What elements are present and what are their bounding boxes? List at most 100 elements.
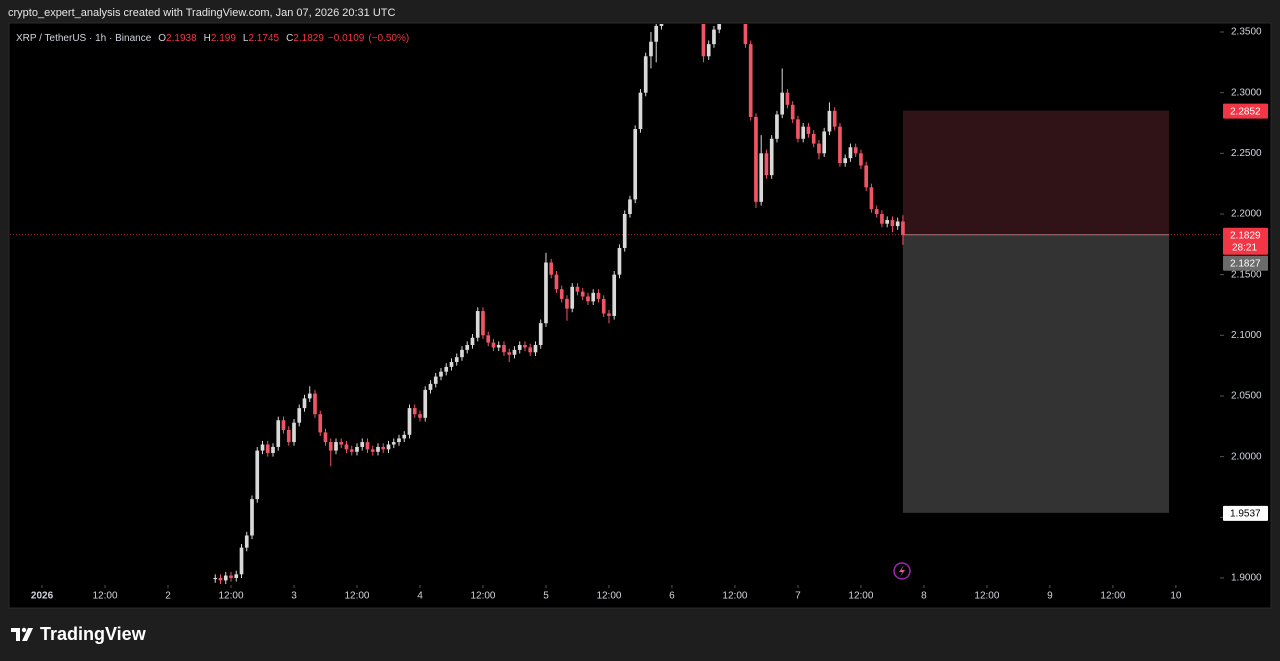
candle-body — [827, 110, 832, 132]
legend-key: L — [243, 33, 249, 44]
candle-body — [507, 352, 512, 355]
candle-body — [265, 444, 270, 453]
candle-body — [407, 408, 412, 435]
x-tick-label: 12:00 — [596, 591, 621, 602]
candle-body — [859, 153, 863, 166]
price-label: 2.2852 — [1230, 106, 1261, 117]
candle-body — [748, 44, 753, 117]
candle-body — [654, 25, 659, 42]
countdown: 28:21 — [1232, 242, 1257, 253]
candle-body — [439, 371, 443, 377]
x-tick-label: 12:00 — [92, 591, 117, 602]
candle-body — [292, 422, 296, 443]
candle-body — [838, 126, 842, 164]
candle-body — [622, 213, 627, 248]
candle-body — [775, 114, 779, 139]
candle-body — [769, 138, 774, 176]
price-label: 2.1827 — [1230, 258, 1261, 269]
candle-body — [449, 362, 454, 367]
legend-change: −0.0109 — [328, 33, 365, 44]
candle-body — [271, 446, 275, 453]
axes: 1.90001.95002.00002.05002.10002.15002.20… — [16, 27, 1268, 602]
candle-body — [297, 408, 302, 423]
candle-body — [596, 292, 601, 299]
candle-body — [638, 92, 643, 130]
candle-body — [239, 547, 244, 575]
candle-body — [628, 199, 632, 214]
brand-logo — [11, 627, 33, 641]
candle-body — [365, 442, 370, 450]
candle-body — [801, 126, 806, 139]
candle-body — [538, 323, 543, 346]
candle-body — [276, 420, 281, 447]
candle-body — [901, 221, 905, 235]
candle-body — [890, 220, 895, 227]
x-tick-label: 7 — [795, 591, 801, 602]
legend-key: H — [204, 33, 211, 44]
candle-body — [790, 104, 795, 120]
candle-body — [754, 116, 758, 202]
candle-body — [659, 24, 664, 26]
candle-body — [780, 92, 785, 115]
candle-body — [349, 449, 354, 452]
x-tick-label: 6 — [669, 591, 675, 602]
candle-body — [811, 133, 816, 144]
y-tick-label: 2.1000 — [1231, 330, 1262, 341]
candle-body — [460, 349, 464, 358]
candle-body — [785, 92, 790, 105]
candle-body — [229, 575, 233, 578]
candle-body — [286, 429, 291, 443]
y-tick-label: 2.0000 — [1231, 451, 1262, 462]
legend-value: 2.1938 — [166, 33, 197, 44]
candle-body — [360, 442, 365, 447]
x-tick-label: 12:00 — [344, 591, 369, 602]
candle-body — [423, 389, 428, 418]
candle-body — [759, 153, 764, 202]
x-tick-label: 12:00 — [848, 591, 873, 602]
x-tick-label: 5 — [543, 591, 549, 602]
y-tick-label: 2.1500 — [1231, 269, 1262, 280]
candle-body — [234, 574, 239, 578]
candle-body — [832, 110, 837, 127]
brand: TradingView — [40, 624, 147, 644]
candle-body — [880, 213, 884, 224]
price-label: 1.9537 — [1230, 508, 1261, 519]
candle-body — [454, 357, 459, 363]
candle-body — [255, 450, 260, 500]
candle-body — [706, 44, 711, 57]
candle-body — [302, 398, 307, 409]
candle-body — [491, 342, 496, 348]
candle-body — [523, 345, 527, 348]
candle-body — [418, 414, 422, 418]
candle-body — [864, 165, 869, 188]
legend-value: 2.1745 — [248, 33, 279, 44]
candle-body — [633, 129, 638, 200]
candle-body — [433, 376, 438, 384]
candle-body — [444, 366, 449, 372]
candle-body — [339, 442, 344, 445]
candle-body — [612, 274, 617, 316]
header: crypto_expert_analysis created with Trad… — [8, 7, 396, 19]
price-label: 2.1829 — [1230, 230, 1261, 241]
candle-body — [601, 298, 606, 314]
x-tick-label: 12:00 — [470, 591, 495, 602]
candle-body — [817, 143, 821, 154]
candle-body — [318, 414, 323, 433]
candle-body — [544, 262, 548, 324]
candle-body — [570, 286, 575, 309]
candle-body — [607, 313, 611, 316]
candle-body — [649, 41, 653, 57]
candle-body — [486, 335, 491, 343]
candle-body — [502, 345, 506, 353]
candle-body — [475, 311, 480, 338]
candle-body — [323, 432, 328, 443]
candle-body — [334, 442, 338, 451]
candle-body — [565, 298, 569, 309]
candle-body — [717, 24, 722, 30]
candle-body — [470, 337, 475, 346]
candle-body — [712, 29, 716, 45]
candle-body — [250, 499, 254, 536]
candle-body — [549, 262, 554, 275]
candle-body — [586, 296, 590, 302]
